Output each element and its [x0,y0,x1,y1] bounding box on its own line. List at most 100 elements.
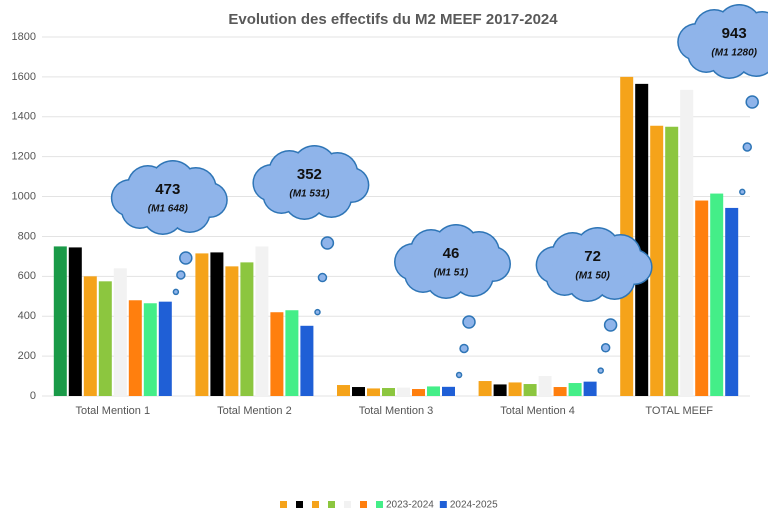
thought-bubble [314,308,321,316]
bar [553,387,567,396]
annotation-value: 473 [155,181,180,198]
annotation-value: 46 [443,245,460,262]
legend-swatch [360,501,367,508]
bar [68,247,82,396]
y-tick-label: 1000 [12,190,36,202]
bar [255,246,269,396]
x-tick-label: TOTAL MEEF [645,405,713,417]
legend-swatch [376,501,383,508]
annotation-note: (M1 1280) [711,48,757,59]
thought-bubble [597,367,604,374]
bar [427,386,440,396]
legend-swatch [312,501,319,508]
bar [523,384,537,396]
annotation-note: (M1 531) [289,189,330,200]
bar [710,193,724,396]
bar [568,383,582,396]
y-tick-label: 400 [18,310,36,322]
x-tick-label: Total Mention 1 [75,405,150,417]
thought-bubble [320,236,335,250]
bar [583,381,597,396]
bar [158,301,172,396]
legend-swatch [439,501,447,508]
x-tick-label: Total Mention 3 [359,405,434,417]
bar [352,387,365,396]
legend-label: 2023-2024 [386,500,434,510]
thought-bubble [459,343,469,354]
thought-bubble [172,288,180,296]
cloud-fill [127,180,208,216]
bar [680,89,694,396]
thought-bubble [179,251,193,265]
bar [382,388,395,396]
annotation-cloud [110,160,228,235]
y-tick-label: 200 [18,350,36,362]
thought-bubble [603,318,618,332]
bar [270,312,284,396]
bar [300,325,314,396]
y-tick-label: 1800 [12,31,36,43]
cloud-fill [411,244,491,280]
bar [83,276,97,396]
legend-swatch [296,501,303,508]
annotation-value: 72 [584,248,601,265]
y-tick-label: 0 [30,390,36,402]
annotation-note: (M1 50) [575,271,610,282]
annotation-value: 352 [297,166,322,183]
legend-swatch [328,501,335,508]
bar [412,389,425,396]
annotation-cloud [394,224,511,299]
bar [285,310,299,396]
bar [337,385,350,396]
annotation-note: (M1 51) [434,268,469,279]
bar [695,200,709,396]
thought-bubble [176,270,186,280]
thought-bubble [455,371,463,379]
x-tick-label: Total Mention 4 [500,405,575,417]
cloud-fill [552,247,633,283]
bar [665,126,679,396]
bar [650,125,664,396]
bar [240,262,254,396]
y-tick-label: 1600 [12,71,36,83]
thought-bubble [745,95,759,109]
cloud-fill [694,24,768,60]
thought-bubble [742,142,752,152]
annotation-cloud [677,4,768,79]
bar [53,246,67,396]
legend-swatch [280,501,287,508]
chart-title: Evolution des effectifs du M2 MEEF 2017-… [228,11,558,28]
bar [442,386,455,396]
bar [397,387,410,396]
y-tick-label: 1200 [12,151,36,163]
bar [635,83,649,396]
bar [725,207,739,396]
x-tick-label: Total Mention 2 [217,405,292,417]
bar [538,376,552,396]
bar [508,382,522,396]
annotation-cloud [535,227,653,302]
bar [113,268,127,396]
y-tick-label: 600 [18,270,36,282]
thought-bubble [462,315,476,329]
y-tick-label: 800 [18,230,36,242]
thought-bubble [317,272,328,283]
annotation-note: (M1 648) [148,204,189,215]
annotation-value: 943 [722,25,747,42]
bar [98,281,112,396]
bar [478,381,492,396]
bar [493,384,507,396]
annotation-cloud [252,145,370,220]
legend-swatch [344,501,351,508]
legend-label: 2024-2025 [450,500,498,510]
thought-bubble [600,343,611,353]
bar [143,303,157,396]
y-tick-label: 1400 [12,111,36,123]
bar [210,252,224,396]
bar [195,253,209,396]
thought-bubble [739,188,746,196]
cloud-fill [269,165,350,201]
bar [128,300,142,396]
bar [367,388,380,396]
